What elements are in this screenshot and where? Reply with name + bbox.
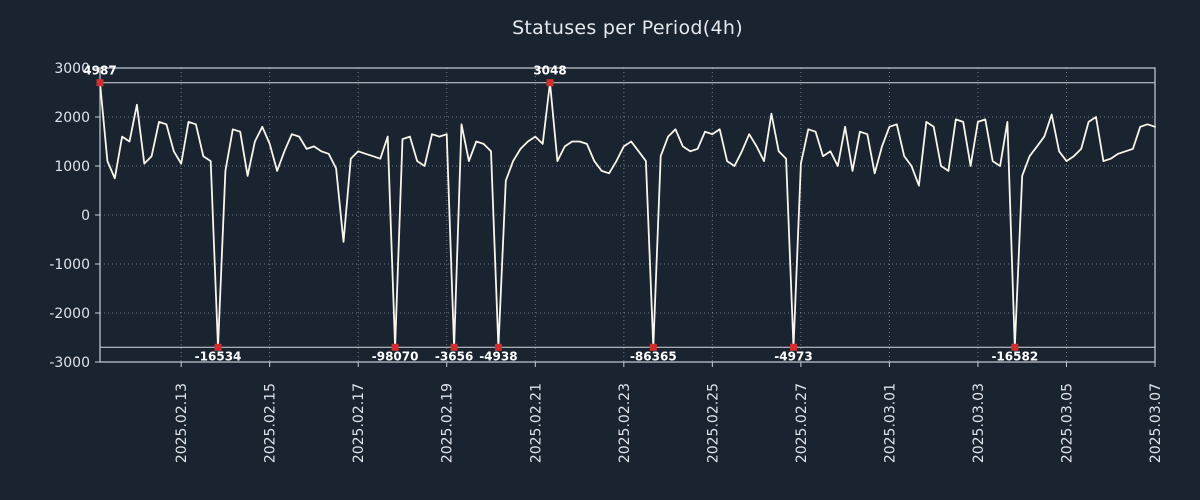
anomaly-label: -16582 <box>991 349 1038 363</box>
x-tick-label: 2025.02.17 <box>351 383 367 463</box>
x-tick-label: 2025.03.07 <box>1148 383 1164 463</box>
anomaly-label: -16534 <box>195 349 242 363</box>
anomaly-marker <box>494 343 502 351</box>
anomaly-label: 4987 <box>83 64 116 78</box>
x-tick-label: 2025.02.27 <box>794 383 810 463</box>
x-tick-label: 2025.03.01 <box>882 383 898 463</box>
x-tick-label: 2025.02.23 <box>617 383 633 463</box>
x-tick-label: 2025.03.03 <box>971 383 987 463</box>
y-tick-label: 2000 <box>54 110 90 126</box>
anomaly-label: -4938 <box>479 349 517 363</box>
anomaly-label: -98070 <box>372 349 419 363</box>
x-tick-label: 2025.02.25 <box>705 383 721 463</box>
anomaly-marker <box>96 79 104 87</box>
x-tick-label: 2025.02.21 <box>528 383 544 463</box>
anomaly-marker <box>450 343 458 351</box>
y-tick-label: 0 <box>81 208 90 224</box>
anomaly-marker <box>214 343 222 351</box>
y-tick-label: -1000 <box>49 257 90 273</box>
y-tick-label: -3000 <box>49 355 90 371</box>
anomaly-label: -4973 <box>774 349 812 363</box>
y-tick-label: 1000 <box>54 159 90 175</box>
anomaly-marker <box>1011 343 1019 351</box>
anomaly-marker <box>546 79 554 87</box>
chart-title: Statuses per Period(4h) <box>512 17 743 39</box>
y-tick-label: 3000 <box>54 61 90 77</box>
x-tick-label: 2025.02.19 <box>440 383 456 463</box>
x-tick-label: 2025.02.13 <box>174 383 190 463</box>
series-line <box>99 81 1156 349</box>
anomaly-marker <box>391 343 399 351</box>
anomaly-marker <box>789 343 797 351</box>
anomaly-marker <box>649 343 657 351</box>
anomaly-label: -86365 <box>630 349 677 363</box>
anomaly-label: -3656 <box>435 349 473 363</box>
y-tick-label: -2000 <box>49 306 90 322</box>
x-tick-label: 2025.03.05 <box>1059 383 1075 463</box>
anomaly-label: 3048 <box>533 64 566 78</box>
x-tick-label: 2025.02.15 <box>263 383 279 463</box>
